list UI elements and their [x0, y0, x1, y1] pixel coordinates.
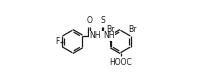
Text: NH: NH — [103, 31, 114, 40]
Text: S: S — [100, 16, 105, 25]
Text: Br: Br — [106, 25, 115, 34]
Text: Br: Br — [128, 25, 136, 34]
Text: O: O — [86, 16, 92, 25]
Text: NH: NH — [90, 31, 101, 40]
Text: HOOC: HOOC — [109, 58, 132, 67]
Text: F: F — [55, 37, 60, 46]
